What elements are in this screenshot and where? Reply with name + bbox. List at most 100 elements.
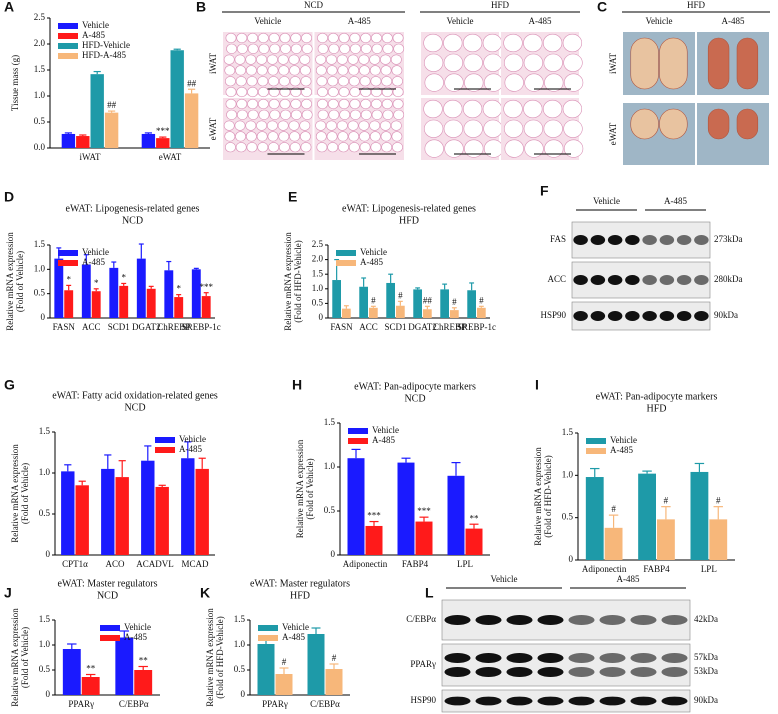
adipocyte: [390, 54, 402, 65]
bar: [440, 289, 449, 318]
adipocyte: [381, 142, 393, 153]
bar: [657, 519, 675, 560]
adipocyte: [268, 86, 280, 98]
legend-swatch: [586, 448, 606, 454]
y-tick-label: 0.5: [562, 512, 574, 522]
blot-band: [659, 235, 675, 245]
y-axis-label: (Fold of HFD-Vehicle): [215, 616, 225, 699]
adipocyte: [290, 32, 302, 44]
adipocyte: [391, 65, 403, 76]
adipocyte: [317, 86, 328, 98]
adipocyte: [317, 109, 329, 120]
blot-band: [694, 235, 709, 245]
bar: [201, 296, 211, 318]
y-tick-label: 1.5: [562, 427, 574, 437]
adipocyte: [380, 131, 392, 142]
adipocyte: [300, 76, 312, 87]
adipocyte: [269, 109, 281, 120]
adipocyte: [257, 32, 269, 44]
column-label: Vehicle: [447, 16, 474, 26]
adipocyte: [257, 76, 269, 87]
adipocyte: [423, 99, 443, 119]
blot-band: [676, 235, 692, 245]
blot-band: [661, 615, 688, 625]
y-tick-label: 0: [319, 312, 324, 322]
blot-band: [537, 615, 564, 625]
bar: [690, 471, 709, 560]
adipocyte: [224, 65, 236, 76]
significance: *: [176, 284, 181, 294]
group-label: HFD: [491, 0, 510, 10]
x-tick-label: FASN: [330, 322, 353, 332]
y-axis-label: (Fold of HFD-Vehicle): [543, 455, 553, 538]
adipocyte: [258, 43, 270, 54]
adipocyte: [336, 120, 348, 131]
row-label: eWAT: [608, 122, 618, 145]
bar: [141, 460, 155, 555]
adipocyte: [235, 76, 247, 87]
legend-label: A-485: [360, 257, 383, 267]
adipocyte: [423, 53, 444, 72]
adipocyte: [381, 76, 393, 87]
legend-swatch: [58, 53, 78, 59]
x-tick-label: ACADVL: [136, 559, 174, 569]
blot-band: [659, 275, 675, 285]
adipocyte: [483, 53, 503, 72]
adipocyte: [380, 120, 391, 131]
y-axis-label: (Fold of Vehicle): [15, 251, 25, 312]
y-axis-label: (Fold of Vehicle): [20, 627, 30, 688]
bar: [62, 649, 81, 695]
legend-label: A-485: [282, 632, 305, 642]
bar: [342, 308, 351, 318]
adipocyte: [247, 98, 258, 110]
adipocyte: [360, 98, 372, 110]
blot-band: [625, 311, 640, 321]
adipocyte: [268, 32, 280, 44]
adipocyte: [328, 109, 340, 120]
bar: [257, 644, 275, 695]
y-tick-label: 1.0: [34, 263, 46, 273]
y-tick-label: 0.5: [39, 664, 51, 674]
adipocyte: [359, 76, 371, 87]
chart-title: eWAT: Lipogenesis-related genes: [342, 203, 476, 214]
y-axis-label: Relative mRNA expression: [5, 232, 15, 331]
adipocyte: [348, 131, 360, 142]
x-tick-label: C/EBPα: [119, 699, 149, 709]
bar: [465, 528, 483, 555]
blot-band: [590, 235, 606, 245]
adipocyte: [483, 139, 504, 158]
chart-title: eWAT: Lipogenesis-related genes: [66, 203, 200, 214]
adipocyte: [326, 65, 338, 76]
adipocyte: [369, 54, 381, 65]
legend-label: Vehicle: [179, 434, 206, 444]
bar: [115, 637, 134, 695]
column-label: A-485: [722, 16, 745, 26]
significance: #: [716, 496, 721, 506]
adipocyte: [290, 98, 302, 110]
adipocyte: [338, 76, 349, 87]
blot-band: [475, 653, 502, 663]
x-tick-label: DGAT2: [132, 322, 161, 332]
bar: [81, 264, 91, 318]
adipocyte: [381, 32, 393, 44]
adipocyte: [503, 53, 524, 72]
micrograph: [697, 103, 769, 165]
protein-label: HSP90: [540, 310, 566, 320]
protein-label: HSP90: [410, 695, 436, 705]
significance: #: [452, 297, 457, 307]
blot-band: [506, 667, 533, 677]
adipocyte: [524, 73, 544, 92]
bar: [146, 288, 156, 318]
adipocyte: [236, 32, 248, 44]
panel-letter: G: [4, 377, 15, 393]
blot-band: [599, 696, 626, 706]
blot-band: [599, 667, 626, 677]
bar: [195, 468, 209, 555]
x-tick-label: CPT1α: [62, 559, 88, 569]
adipocyte: [315, 54, 327, 65]
blot-band: [625, 275, 640, 285]
adipocyte: [245, 65, 257, 76]
adipocyte: [542, 33, 563, 53]
blot-band: [444, 667, 471, 677]
adipocyte: [326, 54, 337, 65]
